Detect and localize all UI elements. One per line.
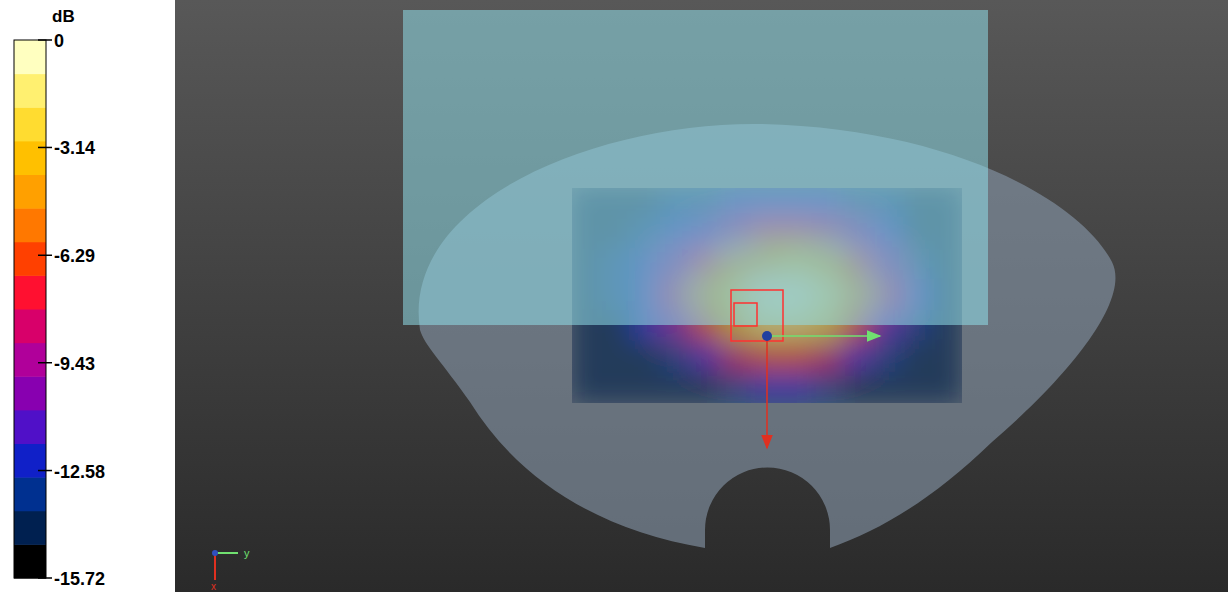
svg-text:0: 0 — [54, 31, 64, 51]
svg-text:-12.58: -12.58 — [54, 462, 105, 482]
svg-text:-9.43: -9.43 — [54, 354, 95, 374]
svg-text:-6.29: -6.29 — [54, 246, 95, 266]
svg-text:y: y — [244, 547, 250, 559]
svg-text:-15.72: -15.72 — [54, 569, 105, 589]
svg-text:x: x — [211, 581, 216, 592]
svg-text:-3.14: -3.14 — [54, 138, 95, 158]
svg-text:dB: dB — [52, 7, 75, 26]
